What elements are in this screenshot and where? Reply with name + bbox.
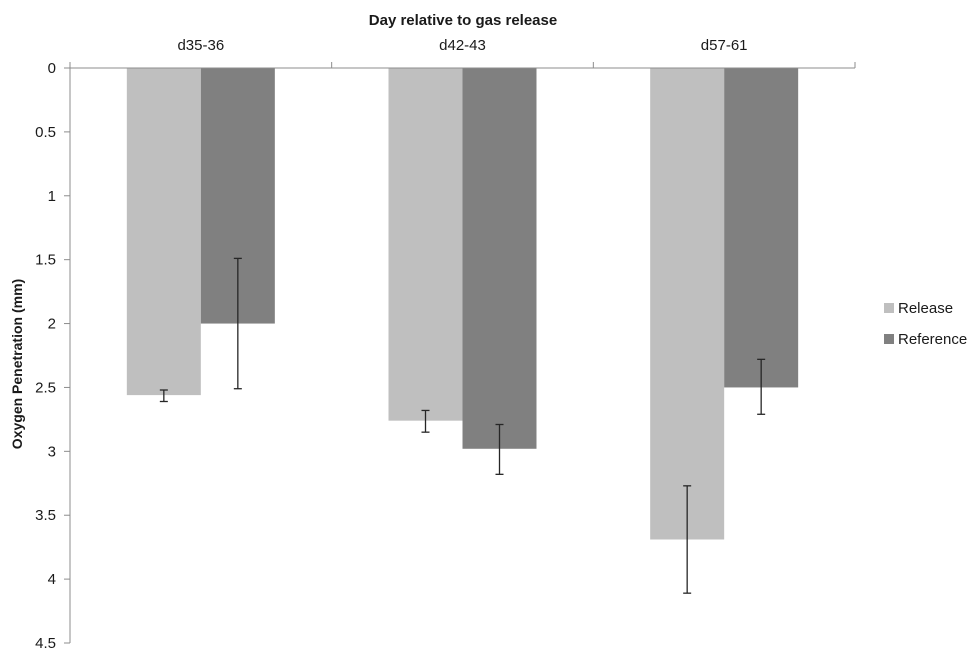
category-label: d35-36 — [177, 37, 224, 54]
legend-swatch-reference — [884, 334, 894, 344]
y-tick-label: 3.5 — [35, 507, 56, 524]
category-label: d42-43 — [439, 37, 486, 54]
y-tick-label: 0.5 — [35, 124, 56, 141]
y-tick-label: 4.5 — [35, 635, 56, 648]
legend-label-reference: Reference — [898, 331, 967, 348]
bar-reference-d57-61 — [724, 68, 799, 388]
y-tick-label: 4 — [48, 571, 56, 588]
x-axis-title: Day relative to gas release — [369, 12, 557, 29]
legend: Release Reference — [884, 300, 967, 348]
bar-release-d42-43 — [388, 68, 463, 421]
bar-release-d57-61 — [650, 68, 725, 540]
legend-swatch-release — [884, 303, 894, 313]
category-label: d57-61 — [701, 37, 748, 54]
y-tick-label: 1.5 — [35, 252, 56, 269]
y-tick-label: 2 — [48, 316, 56, 333]
y-tick-label: 2.5 — [35, 379, 56, 396]
bar-release-d35-36 — [126, 68, 201, 396]
y-tick-label: 0 — [48, 60, 56, 77]
legend-label-release: Release — [898, 300, 953, 317]
y-tick-label: 3 — [48, 443, 56, 460]
y-tick-label: 1 — [48, 188, 56, 205]
y-axis-title: Oxygen Penetration (mm) — [9, 279, 25, 449]
bar-reference-d42-43 — [462, 68, 537, 449]
